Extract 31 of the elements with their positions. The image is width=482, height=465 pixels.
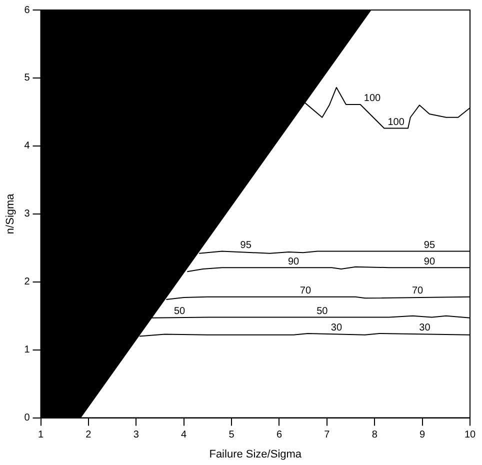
- text: 100: [364, 93, 381, 104]
- x-tick-label: 9: [420, 430, 426, 441]
- text: 90: [288, 256, 300, 268]
- text: 95: [240, 240, 252, 252]
- y-tick-label: 1: [24, 344, 30, 356]
- text: 70: [412, 286, 424, 297]
- series-label: 100: [388, 117, 405, 128]
- x-tick-label: 5: [228, 430, 235, 441]
- y-tick-label: 2: [24, 276, 30, 288]
- x-tick-label: 2: [86, 430, 92, 441]
- series-label: 70: [300, 286, 312, 297]
- series-label: 90: [424, 256, 436, 268]
- y-tick-label: 4: [24, 140, 30, 152]
- x-axis-title: Failure Size/Sigma: [209, 448, 302, 460]
- y-axis-title: n/Sigma: [4, 192, 17, 234]
- x-tick-label: 8: [372, 430, 378, 441]
- x-tick-label: 7: [324, 430, 330, 441]
- x-tick-label: 6: [276, 430, 282, 441]
- y-tick-label: 5: [24, 72, 30, 84]
- y-tick-label: 6: [24, 4, 30, 16]
- x-tick-label: 4: [181, 430, 188, 441]
- series-label: 30: [330, 322, 342, 334]
- text: 50: [174, 306, 186, 317]
- text: 30: [419, 322, 430, 334]
- series-label: 50: [316, 306, 328, 317]
- x-tick-label: 10: [464, 430, 476, 441]
- series-label: 95: [424, 240, 436, 252]
- x-tick-label: 3: [133, 430, 140, 441]
- y-tick-label: 3: [24, 208, 30, 220]
- x-tick-label: 1: [38, 430, 44, 441]
- y-tick-label: 0: [24, 412, 30, 424]
